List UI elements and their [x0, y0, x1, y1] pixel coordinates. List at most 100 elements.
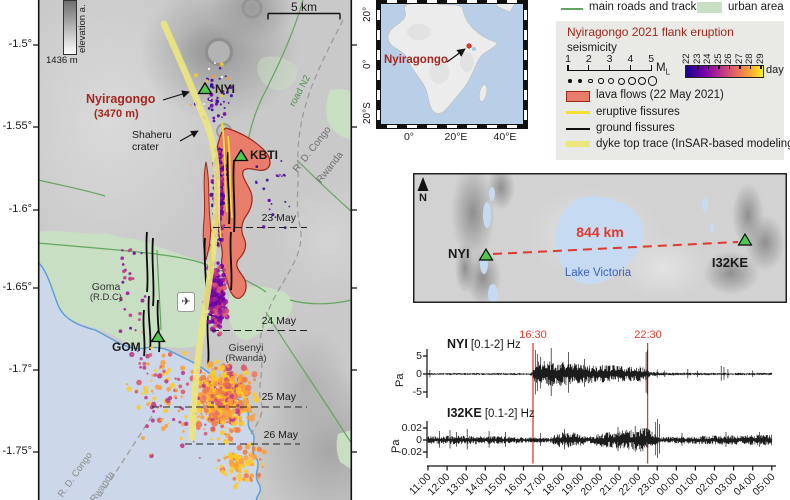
seismicity-dot — [256, 472, 262, 478]
seismicity-dot — [180, 370, 186, 376]
seismicity-dot — [176, 377, 181, 382]
seismicity-dot — [121, 249, 124, 252]
seismicity-dot — [243, 455, 249, 461]
seismicity-dot — [165, 371, 169, 375]
seismicity-dot — [270, 202, 273, 205]
urban-legend-label: urban area — [728, 1, 784, 13]
seismicity-dot — [231, 440, 233, 443]
seismicity-dot — [209, 297, 216, 303]
seismicity-dot — [227, 101, 230, 104]
elevation-min-label: 1436 m — [46, 55, 78, 66]
magnitude-unit: ML — [656, 62, 670, 76]
lava-swatch — [566, 91, 590, 102]
seismicity-dot — [221, 397, 225, 402]
seismicity-dot — [202, 395, 208, 400]
seismicity-dot — [205, 401, 208, 404]
seismicity-dot — [224, 314, 228, 318]
seismicity-dot — [236, 444, 243, 451]
distance-station-i32ke — [737, 232, 753, 246]
seismicity-dot — [198, 456, 201, 459]
date-lines — [152, 226, 307, 445]
panel-label-nyi: NYI [0.1-2] Hz — [447, 337, 521, 352]
magnitude-unit-sub: L — [665, 67, 671, 77]
inset-xtick-20e: 20°E — [444, 131, 468, 143]
seismicity-dot — [140, 435, 145, 441]
inset-ytick-0: 0° — [362, 59, 373, 69]
seismicity-dot — [164, 379, 169, 384]
seismicity-dot — [205, 413, 208, 416]
seismicity-dot — [201, 409, 203, 412]
seismicity-dot — [200, 398, 203, 401]
seismicity-dot — [244, 478, 249, 483]
mag-circle — [647, 76, 658, 86]
seismicity-dot — [220, 212, 223, 216]
seismicity-dot — [223, 416, 227, 420]
day-colorbar-label: day — [766, 64, 784, 76]
seismicity-dot — [219, 295, 223, 299]
seismicity-dot — [219, 103, 222, 106]
seismicity-dot — [229, 94, 233, 98]
seismicity-dot — [235, 386, 242, 393]
seismicity-dot — [280, 160, 283, 162]
waveform-panels — [423, 343, 776, 471]
seismicity-dot — [228, 436, 234, 442]
seismicity-dot — [212, 119, 216, 123]
seismicity-dot — [249, 444, 253, 447]
seismicity-dot — [211, 412, 219, 419]
seismicity-dot — [262, 187, 266, 191]
seismicity-dot — [197, 415, 200, 418]
seismicity-dot — [230, 375, 236, 381]
seismicity-dot — [142, 365, 147, 370]
seismicity-dot — [136, 405, 142, 410]
wave-ytick-label: 0 — [416, 368, 422, 380]
seismicity-dot — [271, 213, 275, 217]
seismicity-dot — [238, 458, 245, 465]
seismicity-dot — [251, 371, 258, 378]
seismicity-dot — [227, 420, 230, 423]
volcano-arrow — [162, 90, 190, 101]
panel-band-nyi: [0.1-2] Hz — [470, 339, 521, 351]
seismicity-dot — [243, 469, 249, 475]
seismicity-dot — [182, 350, 187, 356]
seismicity-dot — [134, 390, 138, 394]
seismicity-dot — [221, 308, 226, 314]
seismicity-dot — [268, 208, 271, 211]
seismicity-dot — [208, 397, 213, 402]
city-goma: Goma — [91, 281, 121, 293]
panel-station-nyi: NYI — [447, 337, 468, 351]
station-label-gom: GOM — [112, 340, 141, 354]
seismicity-dot — [203, 372, 206, 375]
seismicity-dot — [279, 173, 281, 176]
waveform-axes — [423, 349, 776, 467]
seismicity-dot — [140, 298, 145, 303]
seismicity-dot — [140, 392, 144, 396]
seismicity-dot — [237, 477, 242, 482]
dyke-swatch — [566, 141, 590, 147]
distance-station-nyi — [478, 247, 494, 261]
seismicity-dot — [233, 388, 236, 391]
seismicity-dot — [213, 324, 218, 329]
inset-frame-right — [523, 0, 528, 129]
legend-box — [556, 21, 784, 160]
seismicity-dot — [238, 470, 242, 474]
distance-label-i32ke: I32KE — [711, 255, 749, 270]
seismicity-dot — [215, 285, 219, 290]
seismicity-dot — [244, 443, 251, 450]
seismicity-dot — [236, 403, 240, 408]
distance-map-frame — [413, 173, 787, 303]
seismicity-dot — [193, 73, 198, 78]
mag-tick — [588, 64, 590, 70]
border-congo-rwanda — [250, 19, 344, 435]
city-gisenyi: Gisenyi — [228, 342, 264, 354]
seismicity-dot — [200, 412, 203, 415]
panel-label-i32ke: I32KE [0.1-2] Hz — [447, 406, 535, 421]
seismicity-dot — [228, 85, 233, 90]
seismicity-dot — [217, 278, 221, 282]
ground-swatch — [566, 127, 590, 130]
main-map — [33, 0, 357, 500]
mag-tick-label: 3 — [606, 53, 613, 65]
seismicity-dot — [212, 370, 216, 374]
seismicity-dot — [216, 394, 222, 400]
seismicity-dot — [224, 75, 227, 78]
seismicity-dot — [235, 482, 239, 486]
